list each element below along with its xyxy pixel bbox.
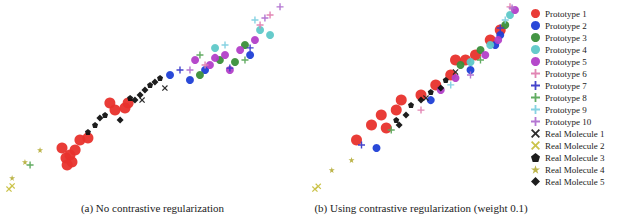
svg-text:Prototype 2: Prototype 2 [545,21,587,31]
svg-text:Real Molecule 2: Real Molecule 2 [545,141,604,151]
svg-text:Real Molecule 1: Real Molecule 1 [545,129,604,139]
svg-text:Prototype 9: Prototype 9 [545,105,587,115]
svg-text:Prototype 6: Prototype 6 [545,69,587,79]
svg-text:(a) No contrastive regularizat: (a) No contrastive regularization [81,202,225,215]
svg-text:Prototype 3: Prototype 3 [545,33,587,43]
svg-text:Prototype 10: Prototype 10 [545,117,592,127]
svg-text:Prototype 1: Prototype 1 [545,9,587,19]
svg-text:Real Molecule 4: Real Molecule 4 [545,165,605,175]
svg-text:(b) Using contrastive regulari: (b) Using contrastive regularization (we… [314,202,528,215]
svg-text:Real Molecule 5: Real Molecule 5 [545,177,605,187]
svg-text:Real Molecule 3: Real Molecule 3 [545,153,605,163]
svg-text:Prototype 5: Prototype 5 [545,57,587,67]
svg-text:Prototype 8: Prototype 8 [545,93,587,103]
svg-text:Prototype 7: Prototype 7 [545,81,587,91]
svg-text:Prototype 4: Prototype 4 [545,45,587,55]
